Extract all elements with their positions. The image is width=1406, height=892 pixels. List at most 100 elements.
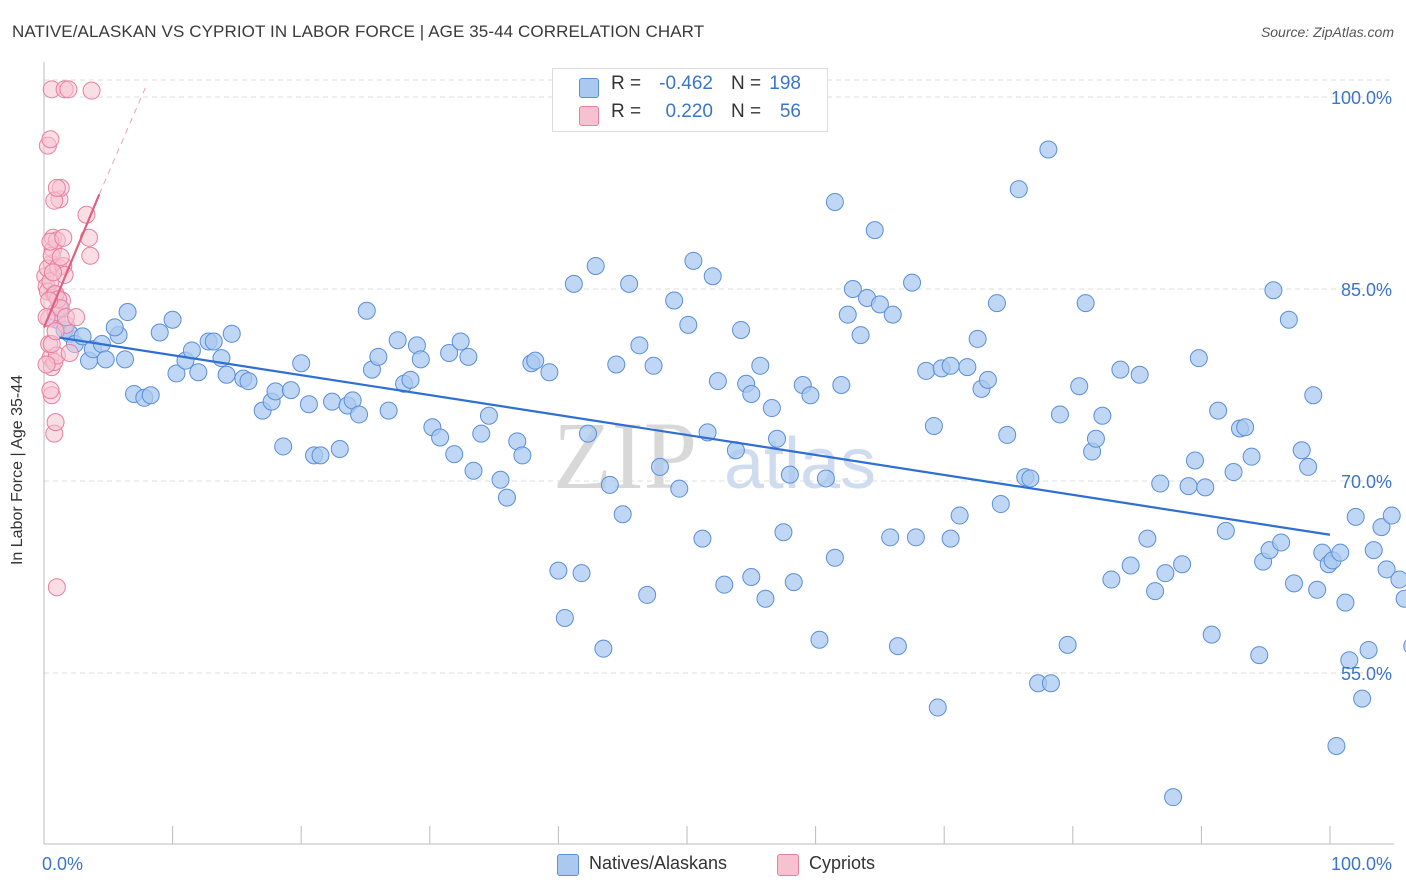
native-point xyxy=(903,273,922,292)
native-point xyxy=(742,568,761,586)
x-tick-label-max: 100.0% xyxy=(1331,854,1392,874)
native-point xyxy=(638,585,657,604)
native-point xyxy=(578,424,597,443)
native-point xyxy=(1009,180,1028,199)
cypriot-point xyxy=(46,322,65,341)
native-point xyxy=(1264,281,1283,300)
native-point xyxy=(540,363,559,382)
native-point xyxy=(998,425,1017,444)
cypriot-point xyxy=(47,578,66,597)
native-point xyxy=(379,401,398,420)
native-point xyxy=(825,192,844,211)
native-point xyxy=(1086,429,1105,448)
native-point xyxy=(1041,674,1060,693)
native-point xyxy=(870,295,889,314)
native-point xyxy=(1093,406,1112,425)
native-point xyxy=(679,315,698,334)
native-point xyxy=(1151,474,1170,493)
native-point xyxy=(440,344,459,362)
native-point xyxy=(411,350,430,369)
native-point xyxy=(1102,570,1121,589)
axes xyxy=(43,62,1394,845)
native-point xyxy=(1372,518,1391,537)
native-point xyxy=(1050,405,1069,424)
native-point xyxy=(1202,625,1221,644)
native-point xyxy=(1353,689,1372,708)
native-point xyxy=(600,475,619,494)
native-point xyxy=(774,523,793,542)
native-point xyxy=(644,356,663,375)
native-point xyxy=(941,356,960,375)
native-point xyxy=(350,405,369,424)
y-tick-label: 55.0% xyxy=(1341,664,1392,684)
native-point xyxy=(917,361,936,380)
native-point xyxy=(204,332,223,351)
native-point xyxy=(1272,533,1291,552)
native-point xyxy=(1390,570,1406,589)
native-point xyxy=(1209,401,1228,420)
watermark: ZIP atlas xyxy=(553,402,876,509)
native-point xyxy=(281,381,300,400)
native-point xyxy=(141,386,160,405)
native-point xyxy=(1250,646,1269,665)
native-point xyxy=(1331,543,1350,562)
native-point xyxy=(1058,635,1077,654)
native-point xyxy=(1196,478,1215,497)
cypriots-trend-extension xyxy=(98,84,148,195)
native-point xyxy=(613,505,632,524)
native-point xyxy=(1076,294,1095,313)
cypriots-trend-line xyxy=(42,193,101,328)
native-point xyxy=(1304,386,1323,405)
native-point xyxy=(150,323,169,342)
native-point xyxy=(594,639,613,658)
native-point xyxy=(958,358,977,377)
native-point xyxy=(357,301,376,320)
native-point xyxy=(586,256,605,275)
legend-row-natives: R = -0.462 N = 198 xyxy=(553,73,827,101)
native-point xyxy=(693,529,712,548)
native-point xyxy=(1111,360,1130,379)
correlation-legend: R = -0.462 N = 198 R = 0.220 N = 56 xyxy=(552,68,828,132)
native-point xyxy=(968,329,987,348)
native-point xyxy=(1236,418,1255,437)
native-point xyxy=(751,356,770,375)
native-point xyxy=(851,326,870,345)
n-value: 198 xyxy=(769,73,801,94)
native-point xyxy=(620,274,639,293)
native-point xyxy=(1130,365,1149,384)
native-point xyxy=(323,392,342,411)
source-label: Source: ZipAtlas.com xyxy=(1260,24,1394,40)
y-tick-label: 100.0% xyxy=(1331,88,1392,108)
native-point xyxy=(865,221,884,240)
native-point xyxy=(991,495,1010,514)
native-point xyxy=(762,399,781,418)
native-point xyxy=(217,365,236,384)
native-point xyxy=(607,355,626,374)
native-point xyxy=(330,440,349,458)
native-point xyxy=(801,386,820,405)
native-point xyxy=(816,469,835,488)
native-point xyxy=(703,267,722,286)
native-point xyxy=(513,446,532,465)
native-point xyxy=(1382,506,1401,525)
r-label: R = xyxy=(611,73,642,94)
r-value: 0.220 xyxy=(665,101,713,122)
native-point xyxy=(479,406,498,425)
native-point xyxy=(650,457,669,476)
native-point xyxy=(881,528,900,547)
native-point xyxy=(742,384,761,403)
natives-legend-label: Natives/Alaskans xyxy=(589,853,728,873)
native-point xyxy=(451,332,470,351)
native-point xyxy=(1179,477,1198,496)
cypriot-point xyxy=(59,80,78,99)
y-tick-label: 85.0% xyxy=(1341,280,1392,300)
native-point xyxy=(497,488,516,507)
n-label: N = xyxy=(731,101,762,122)
native-point xyxy=(1364,541,1383,560)
native-point xyxy=(464,461,483,480)
native-point xyxy=(1021,469,1040,488)
native-point xyxy=(1216,521,1235,540)
native-point xyxy=(239,372,258,391)
watermark-atlas: atlas xyxy=(724,424,876,504)
native-point xyxy=(189,363,208,382)
